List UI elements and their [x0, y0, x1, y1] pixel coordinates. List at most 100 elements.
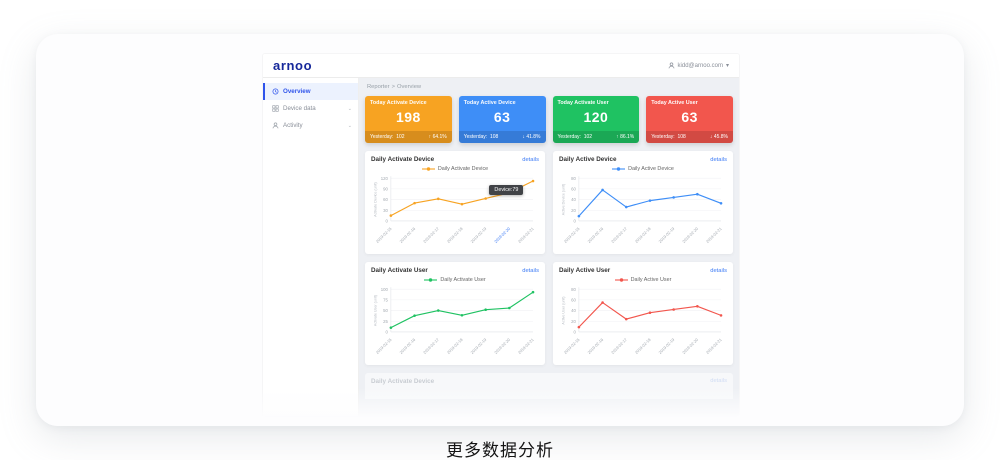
stat-card-value: 63	[681, 109, 698, 125]
sidebar-item-label: Overview	[283, 88, 311, 95]
svg-text:2019-02-18: 2019-02-18	[446, 337, 464, 355]
svg-text:2019-02-15: 2019-02-15	[375, 337, 393, 355]
svg-text:0: 0	[386, 330, 389, 335]
user-icon	[272, 122, 279, 129]
caret-down-icon: ▾	[725, 63, 729, 69]
stat-card-footer: Yesterday: 102 ↑ 64.1%	[365, 131, 452, 143]
details-link[interactable]: details	[710, 156, 727, 163]
chart-card-daily-active-device: Daily Active Device details Daily Active…	[553, 151, 733, 254]
svg-text:2019-02-17: 2019-02-17	[422, 226, 440, 244]
breadcrumb: Reporter > Overview	[367, 84, 733, 90]
breadcrumb-reporter[interactable]: Reporter	[367, 84, 390, 90]
sidebar-item-overview[interactable]: Overview	[263, 83, 358, 100]
svg-text:2019-02-16: 2019-02-16	[398, 337, 416, 355]
stat-card-value: 120	[583, 109, 609, 125]
stat-cards-row: Today Activate Device 198 Yesterday: 102…	[365, 96, 733, 143]
svg-text:20: 20	[571, 319, 576, 324]
svg-text:20: 20	[571, 208, 576, 213]
svg-text:80: 80	[571, 176, 576, 181]
chart-legend-label: Daily Active Device	[628, 166, 674, 172]
svg-text:0: 0	[386, 219, 389, 224]
stat-card[interactable]: Today Activate User 120 Yesterday: 102 ↑…	[552, 96, 640, 143]
svg-text:2019-02-20: 2019-02-20	[681, 337, 699, 355]
chart-legend[interactable]: Daily Active Device	[559, 166, 727, 172]
stat-card-title: Today Active Device	[463, 100, 516, 106]
sidebar-item-label: Activity	[283, 122, 303, 129]
device-icon	[272, 105, 279, 112]
svg-text:Active User (unit): Active User (unit)	[561, 297, 565, 325]
chart-legend[interactable]: Daily Active User	[559, 277, 727, 283]
svg-text:40: 40	[571, 197, 576, 202]
svg-text:25: 25	[383, 319, 388, 324]
stat-card-title: Today Activate User	[557, 100, 609, 106]
stat-change: ↓ 41.8%	[522, 134, 541, 140]
dashboard-screenshot: arnoo kidd@arnoo.com ▾ Overview Device d…	[263, 54, 739, 416]
svg-text:2019-02-17: 2019-02-17	[422, 337, 440, 355]
svg-text:0: 0	[574, 219, 577, 224]
svg-text:0: 0	[574, 330, 577, 335]
top-header: arnoo kidd@arnoo.com ▾	[263, 54, 739, 78]
legend-line-icon	[421, 167, 435, 171]
partial-bottom-card: Daily Activate Device details	[365, 373, 733, 399]
line-chart[interactable]: 0 25 50 75 100 Activate User (unit) 2019-02-15…	[371, 284, 539, 356]
stat-yesterday: Yesterday: 108	[651, 134, 686, 140]
svg-text:2019-02-15: 2019-02-15	[375, 226, 393, 244]
svg-text:2019-02-21: 2019-02-21	[705, 226, 723, 244]
trend-arrow-icon: ↓	[709, 134, 713, 140]
chart-title: Daily Active Device	[559, 156, 617, 163]
details-link[interactable]: details	[522, 156, 539, 163]
svg-text:40: 40	[571, 308, 576, 313]
stat-yesterday: Yesterday: 102	[557, 134, 593, 140]
details-link[interactable]: details	[710, 267, 727, 274]
chart-title: Daily Activate User	[371, 267, 428, 274]
svg-text:Active Device (unit): Active Device (unit)	[561, 184, 565, 216]
charts-grid: Daily Activate Device details Daily Acti…	[365, 151, 733, 365]
stat-card[interactable]: Today Active User 63 Yesterday: 108 ↓ 45…	[646, 96, 733, 143]
legend-line-icon	[424, 278, 438, 282]
svg-text:2019-02-21: 2019-02-21	[705, 337, 723, 355]
svg-text:75: 75	[383, 297, 388, 302]
svg-text:2019-02-18: 2019-02-18	[634, 337, 652, 355]
trend-arrow-icon: ↑	[428, 134, 432, 140]
svg-text:50: 50	[383, 308, 388, 313]
stat-card-value: 63	[493, 109, 511, 125]
svg-text:2019-02-15: 2019-02-15	[563, 337, 581, 355]
sidebar-item-activity[interactable]: Activity ⌄	[263, 117, 358, 134]
details-link[interactable]: details	[522, 267, 539, 274]
chart-card-daily-activate-user: Daily Activate User details Daily Activa…	[365, 262, 545, 365]
stat-card-title: Today Activate Device	[370, 100, 427, 106]
svg-text:2019-02-21: 2019-02-21	[517, 226, 535, 244]
svg-text:60: 60	[383, 197, 388, 202]
svg-text:30: 30	[383, 208, 388, 213]
chart-legend[interactable]: Daily Activate Device	[371, 166, 539, 172]
dashboard-icon	[272, 88, 279, 95]
bottom-details-link[interactable]: details	[710, 378, 727, 384]
stat-card-footer: Yesterday: 108 ↓ 45.8%	[646, 131, 733, 143]
stat-change: ↑ 64.1%	[428, 134, 447, 140]
stat-card[interactable]: Today Activate Device 198 Yesterday: 102…	[365, 96, 452, 143]
dashboard-body: Overview Device data ⌄ Activity ⌄ Report…	[263, 78, 739, 416]
svg-text:2019-02-17: 2019-02-17	[610, 226, 628, 244]
user-menu[interactable]: kidd@arnoo.com ▾	[668, 62, 729, 69]
svg-text:60: 60	[571, 186, 576, 191]
chart-legend[interactable]: Daily Activate User	[371, 277, 539, 283]
svg-text:2019-02-21: 2019-02-21	[517, 337, 535, 355]
sidebar-item-label: Device data	[283, 105, 316, 112]
user-email: kidd@arnoo.com	[677, 62, 723, 69]
stat-card-footer: Yesterday: 102 ↑ 86.1%	[552, 131, 640, 143]
svg-text:2019-02-18: 2019-02-18	[446, 226, 464, 244]
sidebar: Overview Device data ⌄ Activity ⌄	[263, 78, 359, 416]
chevron-down-icon: ⌄	[347, 122, 352, 129]
chart-card-daily-activate-device: Daily Activate Device details Daily Acti…	[365, 151, 545, 254]
bottom-card-title: Daily Activate Device	[371, 378, 435, 385]
top-nav	[378, 54, 438, 77]
line-chart[interactable]: 0 20 40 60 80 Active Device (unit) 2019-02-15 2…	[559, 173, 727, 245]
showcase-card: arnoo kidd@arnoo.com ▾ Overview Device d…	[36, 34, 964, 426]
line-chart[interactable]: 0 30 60 90 120 Activate Device (unit) 2019-02-…	[371, 173, 539, 245]
stat-card[interactable]: Today Active Device 63 Yesterday: 108 ↓ …	[458, 96, 546, 143]
sidebar-item-device-data[interactable]: Device data ⌄	[263, 100, 358, 117]
line-chart[interactable]: 0 20 40 60 80 Active User (unit) 2019-02-15 201…	[559, 284, 727, 356]
chart-legend-label: Daily Activate User	[440, 277, 486, 283]
chart-card-daily-active-user: Daily Active User details Daily Active U…	[553, 262, 733, 365]
